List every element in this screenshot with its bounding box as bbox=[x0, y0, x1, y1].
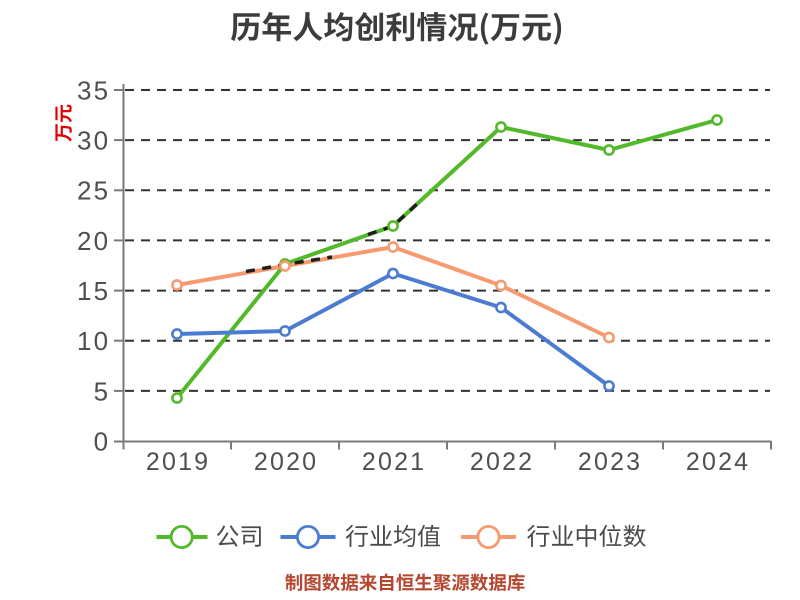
svg-text:2021: 2021 bbox=[362, 448, 426, 476]
svg-text:5: 5 bbox=[94, 376, 111, 406]
svg-text:2023: 2023 bbox=[578, 448, 642, 476]
svg-text:15: 15 bbox=[77, 276, 110, 306]
svg-text:35: 35 bbox=[77, 75, 110, 105]
svg-text:30: 30 bbox=[77, 126, 110, 156]
svg-text:2020: 2020 bbox=[254, 448, 318, 476]
svg-text:2022: 2022 bbox=[470, 448, 534, 476]
svg-text:25: 25 bbox=[77, 176, 110, 206]
svg-text:20: 20 bbox=[77, 226, 110, 256]
svg-text:2019: 2019 bbox=[146, 448, 210, 476]
svg-text:0: 0 bbox=[94, 426, 111, 456]
svg-text:2024: 2024 bbox=[686, 448, 750, 476]
svg-text:10: 10 bbox=[77, 326, 110, 356]
